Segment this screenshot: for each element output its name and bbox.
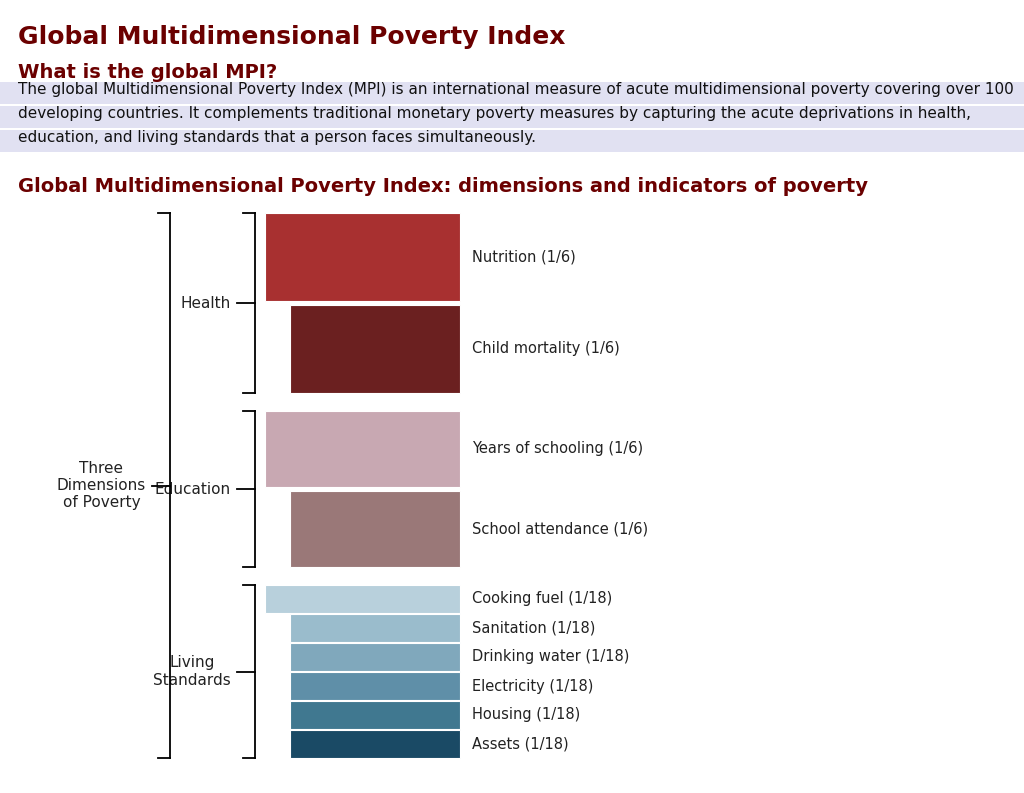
Text: Living
Standards: Living Standards (154, 655, 231, 688)
Text: School attendance (1/6): School attendance (1/6) (472, 522, 648, 537)
Text: Education: Education (155, 481, 231, 496)
FancyBboxPatch shape (290, 305, 460, 393)
Text: What is the global MPI?: What is the global MPI? (18, 63, 278, 82)
Text: Housing (1/18): Housing (1/18) (472, 707, 581, 722)
FancyBboxPatch shape (265, 213, 460, 301)
Text: Years of schooling (1/6): Years of schooling (1/6) (472, 442, 643, 457)
Text: Three
Dimensions
of Poverty: Three Dimensions of Poverty (56, 461, 146, 511)
FancyBboxPatch shape (265, 411, 460, 487)
FancyBboxPatch shape (0, 130, 1024, 152)
FancyBboxPatch shape (290, 643, 460, 671)
Text: The global Multidimensional Poverty Index (MPI) is an international measure of a: The global Multidimensional Poverty Inde… (18, 82, 1014, 97)
Text: Global Multidimensional Poverty Index: Global Multidimensional Poverty Index (18, 25, 565, 49)
FancyBboxPatch shape (0, 106, 1024, 128)
Text: Electricity (1/18): Electricity (1/18) (472, 679, 593, 694)
Text: Cooking fuel (1/18): Cooking fuel (1/18) (472, 592, 612, 607)
FancyBboxPatch shape (265, 585, 460, 613)
Text: education, and living standards that a person faces simultaneously.: education, and living standards that a p… (18, 130, 536, 145)
FancyBboxPatch shape (290, 491, 460, 567)
Text: Child mortality (1/6): Child mortality (1/6) (472, 342, 620, 357)
FancyBboxPatch shape (0, 82, 1024, 104)
Text: developing countries. It complements traditional monetary poverty measures by ca: developing countries. It complements tra… (18, 106, 971, 121)
Text: Nutrition (1/6): Nutrition (1/6) (472, 250, 575, 265)
FancyBboxPatch shape (290, 672, 460, 700)
FancyBboxPatch shape (290, 730, 460, 758)
FancyBboxPatch shape (290, 701, 460, 729)
Text: Assets (1/18): Assets (1/18) (472, 737, 568, 752)
Text: Sanitation (1/18): Sanitation (1/18) (472, 620, 595, 635)
Text: Global Multidimensional Poverty Index: dimensions and indicators of poverty: Global Multidimensional Poverty Index: d… (18, 177, 868, 196)
Text: Drinking water (1/18): Drinking water (1/18) (472, 649, 630, 665)
FancyBboxPatch shape (290, 614, 460, 642)
Text: Health: Health (181, 296, 231, 311)
